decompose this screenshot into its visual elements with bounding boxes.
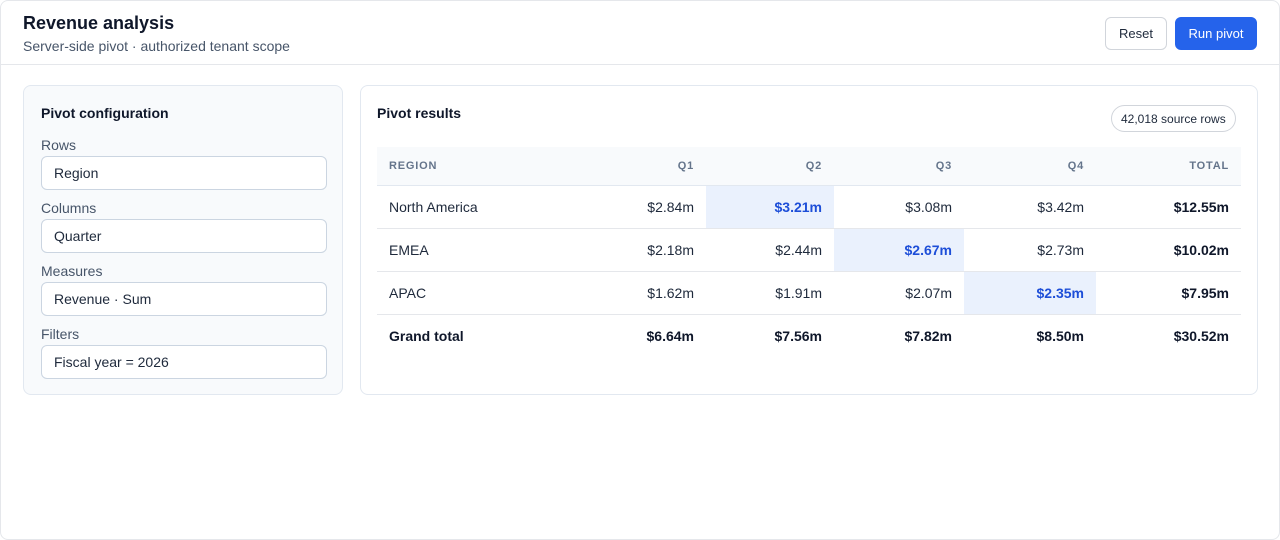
column-header-q4[interactable]: Q4: [964, 147, 1096, 186]
grand-total-q2: $7.56m: [774, 327, 822, 344]
run-pivot-button[interactable]: Run pivot: [1175, 17, 1257, 50]
columns-label: Columns: [41, 200, 97, 216]
grand-total-total: $30.52m: [1173, 327, 1229, 344]
q4-cell: $3.42m: [964, 185, 1096, 229]
total-cell: $12.55m: [1096, 185, 1241, 229]
columns-field[interactable]: Quarter: [41, 219, 327, 253]
column-header-region[interactable]: REGION: [377, 147, 578, 186]
table-header-row: REGION Q1 Q2 Q3 Q4 TOTAL: [377, 147, 1241, 186]
q1-cell: $1.62m: [578, 271, 706, 315]
rows-field[interactable]: Region: [41, 156, 327, 190]
pivot-results-title: Pivot results: [377, 105, 462, 121]
column-header-q2[interactable]: Q2: [706, 147, 834, 186]
column-header-q1[interactable]: Q1: [578, 147, 706, 186]
grand-total-row: Grand total $6.64m $7.56m $7.82m $8.50m …: [377, 314, 1241, 357]
filters-label: Filters: [41, 326, 80, 342]
q2-cell-highlighted: $3.21m: [706, 185, 834, 229]
filters-field[interactable]: Fiscal year = 2026: [41, 345, 327, 379]
grand-total-q4: $8.50m: [1036, 327, 1084, 344]
q4-cell: $2.73m: [964, 228, 1096, 272]
q1-cell: $2.18m: [578, 228, 706, 272]
column-header-q3[interactable]: Q3: [834, 147, 964, 186]
rows-label: Rows: [41, 137, 77, 153]
pivot-results-panel: Pivot results 42,018 source rows REGION …: [360, 85, 1258, 395]
region-cell: APAC: [377, 271, 578, 315]
q2-cell: $1.91m: [706, 271, 834, 315]
q3-cell: $2.07m: [834, 271, 964, 315]
column-header-total[interactable]: TOTAL: [1096, 147, 1241, 186]
pivot-configuration-title: Pivot configuration: [41, 105, 169, 121]
page-title: Revenue analysis: [23, 13, 175, 33]
pivot-table: REGION Q1 Q2 Q3 Q4 TOTAL North America $…: [377, 147, 1241, 357]
grand-total-label: Grand total: [389, 327, 464, 344]
table-row[interactable]: EMEA $2.18m $2.44m $2.67m $2.73m $10.02m: [377, 228, 1241, 272]
q3-cell: $3.08m: [834, 185, 964, 229]
page-header: Revenue analysis Server-side pivot · aut…: [1, 1, 1279, 65]
region-cell: North America: [377, 185, 578, 229]
total-cell: $7.95m: [1096, 271, 1241, 315]
q4-cell-highlighted: $2.35m: [964, 271, 1096, 315]
q3-cell-highlighted: $2.67m: [834, 228, 964, 272]
measures-field[interactable]: Revenue · Sum: [41, 282, 327, 316]
source-rows-badge: 42,018 source rows: [1111, 105, 1236, 132]
page-subtitle: Server-side pivot · authorized tenant sc…: [23, 38, 290, 54]
reset-button[interactable]: Reset: [1105, 17, 1167, 50]
table-row[interactable]: APAC $1.62m $1.91m $2.07m $2.35m $7.95m: [377, 271, 1241, 315]
q1-cell: $2.84m: [578, 185, 706, 229]
grand-total-q3: $7.82m: [904, 327, 952, 344]
measures-label: Measures: [41, 263, 103, 279]
total-cell: $10.02m: [1096, 228, 1241, 272]
grand-total-q1: $6.64m: [646, 327, 694, 344]
region-cell: EMEA: [377, 228, 578, 272]
q2-cell: $2.44m: [706, 228, 834, 272]
table-row[interactable]: North America $2.84m $3.21m $3.08m $3.42…: [377, 185, 1241, 229]
pivot-configuration-panel: Pivot configuration Rows Region Columns …: [23, 85, 343, 395]
